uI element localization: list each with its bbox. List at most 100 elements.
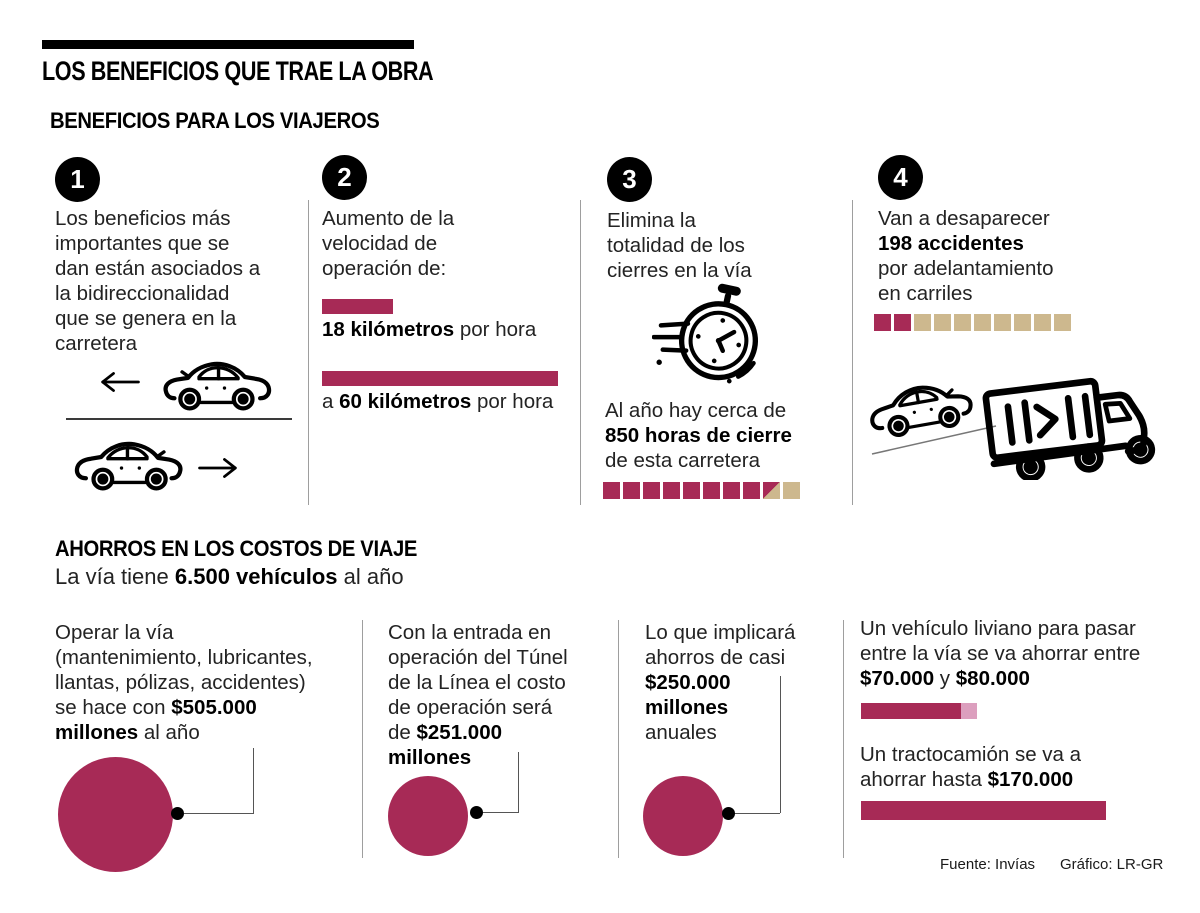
- leader-line: [253, 748, 254, 814]
- unit-square: [703, 482, 720, 499]
- unit-square: [763, 482, 780, 499]
- savings-item3-pre: Lo que implicará ahorros de casi: [645, 621, 796, 669]
- savings-item2-pre: Con la entrada en operación del Túnel de…: [388, 621, 568, 744]
- savings-item2-text: Con la entrada en operación del Túnel de…: [388, 620, 616, 770]
- leader-dot: [171, 807, 184, 820]
- savings-item1-value: $505.000 millones: [55, 696, 257, 744]
- savings-item1-text: Operar la vía (mantenimiento, lubricante…: [55, 620, 360, 745]
- unit-square: [623, 482, 640, 499]
- savings-item4-line1-pre: Un vehículo liviano para pasar entre la …: [860, 617, 1141, 665]
- savings-item4-line2: Un tractocamión se va a ahorrar hasta $1…: [860, 742, 1190, 792]
- subtitle-value: 6.500 vehículos: [174, 564, 338, 589]
- unit-square: [1054, 314, 1071, 331]
- speed-before-bar: [322, 299, 393, 314]
- section-savings-heading: AHORROS EN LOS COSTOS DE VIAJE: [55, 536, 417, 561]
- item4-note: Van a desaparecer 198 accidentes por ade…: [878, 206, 1178, 306]
- car-left-icon: [160, 354, 272, 417]
- column-divider: [852, 200, 853, 505]
- section-savings-subtitle: La vía tiene 6.500 vehículos al año: [55, 564, 404, 590]
- item1-text: Los beneficios más importantes que se da…: [55, 207, 261, 355]
- stopwatch-icon: [652, 276, 767, 391]
- leader-line: [184, 813, 253, 814]
- speed-before-label: 18 kilómetros por hora: [322, 317, 536, 342]
- item4-number-badge: 4: [878, 155, 923, 200]
- leader-line: [780, 676, 781, 813]
- unit-square: [683, 482, 700, 499]
- column-divider: [362, 620, 363, 858]
- item3-note-pre: Al año hay cerca de: [605, 399, 787, 422]
- savings-item3-post: anuales: [645, 721, 717, 744]
- unit-square: [934, 314, 951, 331]
- savings-item4-amount1: $70.000: [860, 667, 935, 690]
- savings-item3-value: $250.000 millones: [645, 671, 731, 719]
- unit-square: [1014, 314, 1031, 331]
- speed-after-unit: por hora: [471, 390, 554, 413]
- arrow-right-icon: [198, 456, 240, 480]
- cost-future-circle: [388, 776, 468, 856]
- savings-item2-value: $251.000 millones: [388, 721, 503, 769]
- item3-note-value: 850 horas de cierre: [605, 424, 792, 447]
- road-divider-line: [66, 418, 292, 420]
- unit-square: [643, 482, 660, 499]
- light-vehicle-bar-main: [861, 703, 961, 719]
- savings-item4-amount3: $170.000: [987, 768, 1074, 791]
- savings-item4-line1: Un vehículo liviano para pasar entre la …: [860, 616, 1190, 691]
- car-right-icon: [74, 434, 186, 497]
- savings-circle: [643, 776, 723, 856]
- overtaking-car-icon: [864, 369, 981, 448]
- closure-hours-unit-chart: [603, 482, 800, 499]
- title-rule: [42, 40, 414, 49]
- truck-savings-bar: [861, 801, 1106, 820]
- unit-square: [894, 314, 911, 331]
- savings-item3-text: Lo que implicará ahorros de casi $250.00…: [645, 620, 840, 745]
- section-travelers-heading: BENEFICIOS PARA LOS VIAJEROS: [50, 108, 380, 133]
- speed-after-prefix: a: [322, 390, 340, 413]
- speed-after-bar: [322, 371, 558, 386]
- column-divider: [308, 200, 309, 505]
- speed-after-value: 60 kilómetros: [339, 390, 472, 413]
- item2-intro: Aumento de la velocidad de operación de:: [322, 207, 455, 280]
- item3-note-post: de esta carretera: [605, 449, 760, 472]
- unit-square: [1034, 314, 1051, 331]
- page-title: LOS BENEFICIOS QUE TRAE LA OBRA: [42, 56, 434, 86]
- leader-dot: [470, 806, 483, 819]
- leader-dot: [722, 807, 735, 820]
- truck-icon: [982, 368, 1177, 480]
- savings-item1-post: al año: [138, 721, 200, 744]
- unit-square: [954, 314, 971, 331]
- subtitle-pre: La vía tiene: [55, 564, 175, 589]
- graphic-credit: Gráfico: LR-GR: [1060, 856, 1164, 873]
- item4-note-pre: Van a desaparecer: [878, 207, 1050, 230]
- leader-line: [734, 813, 780, 814]
- item4-note-post: por adelantamiento en carriles: [878, 257, 1054, 305]
- leader-line: [518, 752, 519, 813]
- item1-number-badge: 1: [55, 157, 100, 202]
- unit-square: [743, 482, 760, 499]
- leader-line: [482, 812, 518, 813]
- savings-item4-line1-mid: y: [934, 667, 956, 690]
- unit-square: [974, 314, 991, 331]
- source-credit: Fuente: Invías: [940, 856, 1036, 873]
- item2-number-badge: 2: [322, 155, 367, 200]
- slope-line: [870, 420, 1000, 458]
- item3-intro: Elimina la totalidad de los cierres en l…: [607, 209, 752, 282]
- unit-square: [663, 482, 680, 499]
- speed-after-label: a 60 kilómetros por hora: [322, 389, 553, 414]
- cost-current-circle: [58, 757, 173, 872]
- speed-before-value: 18 kilómetros: [322, 318, 455, 341]
- column-divider: [843, 620, 844, 858]
- light-vehicle-savings-bar: [861, 703, 977, 719]
- unit-square: [874, 314, 891, 331]
- unit-square: [994, 314, 1011, 331]
- column-divider: [580, 200, 581, 505]
- speed-before-unit: por hora: [454, 318, 537, 341]
- column-divider: [618, 620, 619, 858]
- arrow-left-icon: [98, 370, 140, 394]
- subtitle-post: al año: [337, 564, 404, 589]
- savings-item1-pre: Operar la vía (mantenimiento, lubricante…: [55, 621, 313, 719]
- accidents-unit-chart: [874, 314, 1071, 331]
- item4-note-value: 198 accidentes: [878, 232, 1024, 255]
- unit-square: [914, 314, 931, 331]
- unit-square: [723, 482, 740, 499]
